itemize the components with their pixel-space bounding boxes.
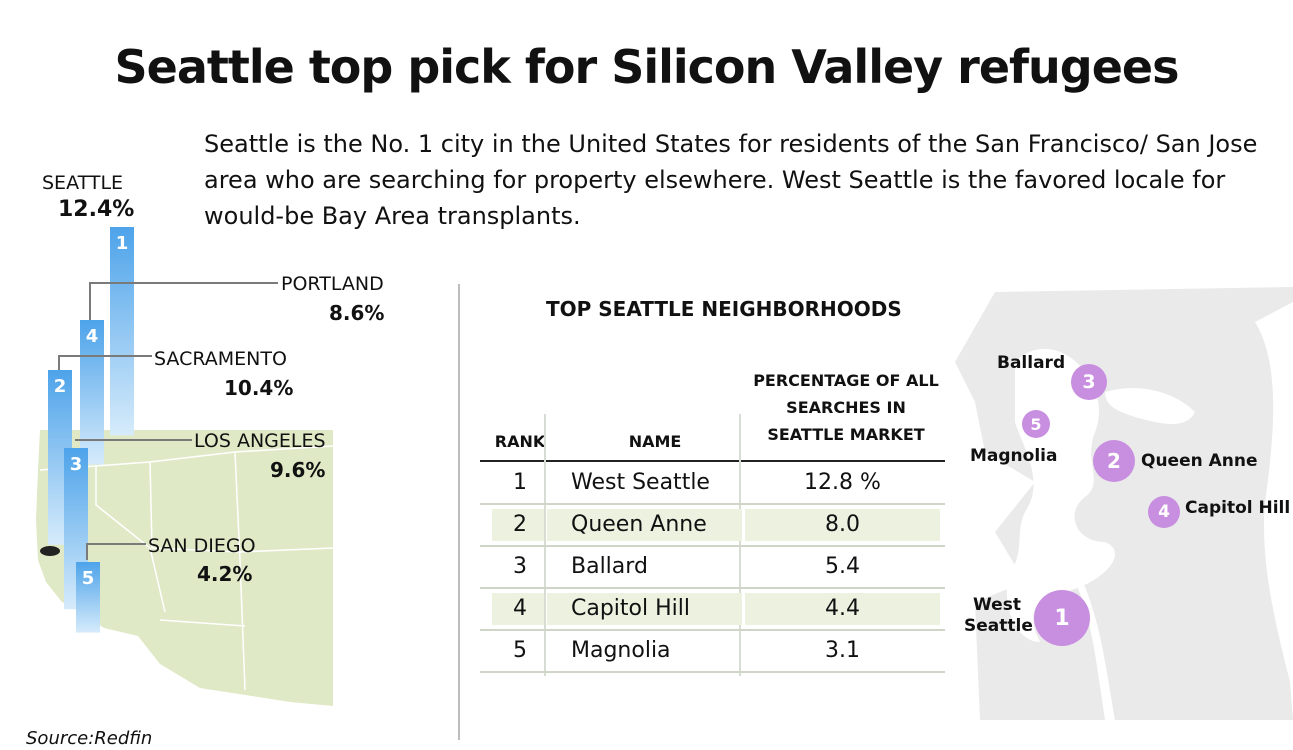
pct-label-portland: 8.6% <box>329 301 385 325</box>
table-row: 5 Magnolia 3.1 <box>480 631 945 673</box>
neighborhood-marker-capitol-hill: 4 <box>1148 496 1180 528</box>
column-header-rank: RANK <box>494 432 546 451</box>
row-shading <box>745 509 940 541</box>
pct-label-sacramento: 10.4% <box>224 376 294 400</box>
neighborhood-marker-queen-anne: 2 <box>1093 440 1135 482</box>
city-label-portland: PORTLAND <box>281 273 384 295</box>
map-label-west-seattle: West Seattle <box>964 595 1033 636</box>
city-label-san-diego: SAN DIEGO <box>148 535 256 557</box>
pct-label-san-diego: 4.2% <box>197 562 253 586</box>
table-heading: TOP SEATTLE NEIGHBORHOODS <box>546 297 902 321</box>
section-divider <box>458 284 460 740</box>
neighborhood-marker-west-seattle: 1 <box>1034 590 1090 646</box>
table-header-rule <box>480 460 945 462</box>
city-label-sacramento: SACRAMENTO <box>154 348 287 370</box>
table-row: 3 Ballard 5.4 <box>480 547 945 589</box>
table-row: 1 West Seattle 12.8 % <box>480 463 945 505</box>
lake-union-water <box>1105 388 1195 424</box>
name-cell: Ballard <box>571 554 648 579</box>
bar-rank-label: 3 <box>70 454 83 475</box>
pct-label-seattle: 12.4% <box>58 197 135 222</box>
leader-line-portland <box>89 282 278 320</box>
rank-cell: 1 <box>513 470 527 495</box>
name-cell: Capitol Hill <box>571 596 690 621</box>
bay-area-marker <box>40 546 60 556</box>
percentage-cell: 4.4 <box>825 596 860 621</box>
name-cell: Queen Anne <box>571 512 707 537</box>
name-cell: Magnolia <box>571 638 671 663</box>
rank-cell: 4 <box>513 596 527 621</box>
city-label-seattle: SEATTLE <box>42 172 124 194</box>
state-borders <box>39 445 334 691</box>
rank-cell: 5 <box>513 638 527 663</box>
percentage-cell: 8.0 <box>825 512 860 537</box>
column-header-percentage: PERCENTAGE OF ALL SEARCHES IN SEATTLE MA… <box>753 371 939 444</box>
column-header-name: NAME <box>628 432 682 451</box>
city-label-los-angeles: LOS ANGELES <box>194 430 326 452</box>
row-shading <box>492 509 544 541</box>
map-label-magnolia: Magnolia <box>970 446 1058 466</box>
row-shading <box>547 509 742 541</box>
bar-rank-label: 1 <box>116 233 129 254</box>
intro-text: Seattle is the No. 1 city in the United … <box>204 130 1258 230</box>
bar-rank-label: 4 <box>86 326 99 347</box>
source-note: Source:Redfin <box>26 728 153 749</box>
lake-washington-water <box>1255 302 1293 720</box>
page-title: Seattle top pick for Silicon Valley refu… <box>114 40 1179 94</box>
rank-cell: 3 <box>513 554 527 579</box>
duwamish-water <box>1075 582 1115 720</box>
map-label-ballard: Ballard <box>997 353 1066 373</box>
neighborhood-marker-ballard: 3 <box>1071 364 1107 400</box>
row-shading <box>492 593 544 625</box>
map-label-queen-anne: Queen Anne <box>1141 451 1258 471</box>
rank-cell: 2 <box>513 512 527 537</box>
bar-seattle <box>110 227 134 436</box>
percentage-cell: 3.1 <box>825 638 860 663</box>
pct-label-los-angeles: 9.6% <box>270 458 326 482</box>
percentage-cell: 12.8 % <box>804 470 881 495</box>
neighborhood-marker-magnolia: 5 <box>1022 410 1050 438</box>
table-row: 2 Queen Anne 8.0 <box>480 505 945 547</box>
table-row: 4 Capitol Hill 4.4 <box>480 589 945 631</box>
bar-rank-label: 5 <box>82 568 95 589</box>
bar-rank-label: 2 <box>54 376 67 397</box>
west-coast-chart: 1 4 2 3 5 <box>36 227 334 706</box>
name-cell: West Seattle <box>571 470 710 495</box>
leader-line-sacramento <box>58 355 152 370</box>
bar-san-diego <box>76 562 100 633</box>
row-shading <box>547 593 742 625</box>
percentage-cell: 5.4 <box>825 554 860 579</box>
row-shading <box>745 593 940 625</box>
map-label-capitol-hill: Capitol Hill <box>1185 498 1291 518</box>
west-coast-map <box>36 430 333 706</box>
leader-line-san-diego <box>86 543 146 560</box>
